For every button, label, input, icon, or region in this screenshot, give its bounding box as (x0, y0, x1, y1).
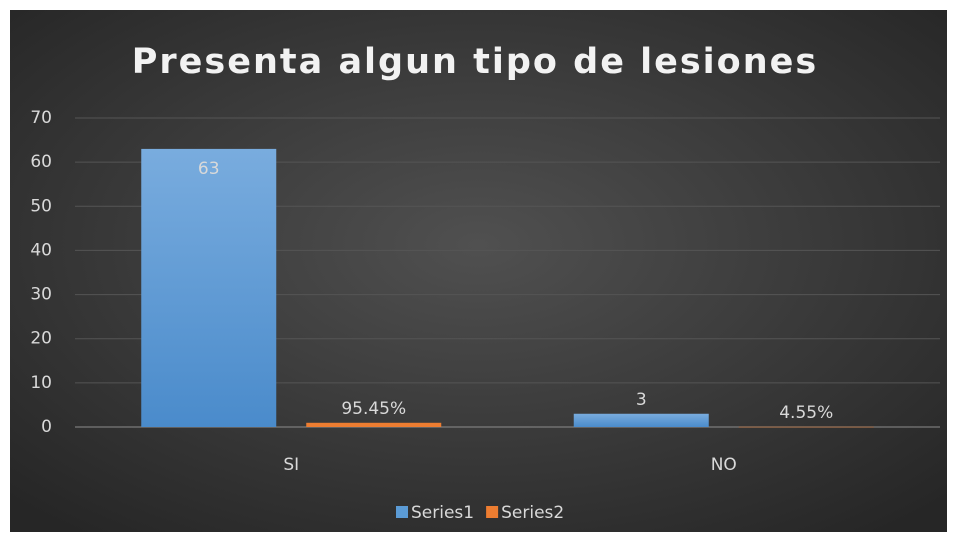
legend-label: Series2 (501, 503, 564, 523)
bar (573, 413, 709, 427)
data-label: 4.55% (779, 403, 833, 423)
data-label: 63 (198, 159, 220, 179)
x-tick-label: SI (283, 455, 299, 475)
chart-title: Presenta algun tipo de lesiones (132, 42, 818, 82)
y-tick-label: 30 (30, 285, 52, 305)
y-tick-label: 60 (30, 152, 52, 172)
y-tick-label: 20 (30, 329, 52, 349)
legend-label: Series1 (411, 503, 474, 523)
y-tick-label: 40 (30, 240, 52, 260)
bar (738, 426, 874, 428)
y-tick-label: 50 (30, 196, 52, 216)
data-label: 3 (636, 390, 647, 410)
bar (141, 148, 277, 427)
legend-swatch (396, 506, 408, 518)
y-tick-label: 10 (30, 373, 52, 393)
y-tick-label: 0 (41, 417, 52, 437)
data-label: 95.45% (341, 399, 406, 419)
y-tick-label: 70 (30, 108, 52, 128)
x-tick-label: NO (711, 455, 737, 475)
bar (306, 422, 442, 427)
legend-swatch (486, 506, 499, 518)
